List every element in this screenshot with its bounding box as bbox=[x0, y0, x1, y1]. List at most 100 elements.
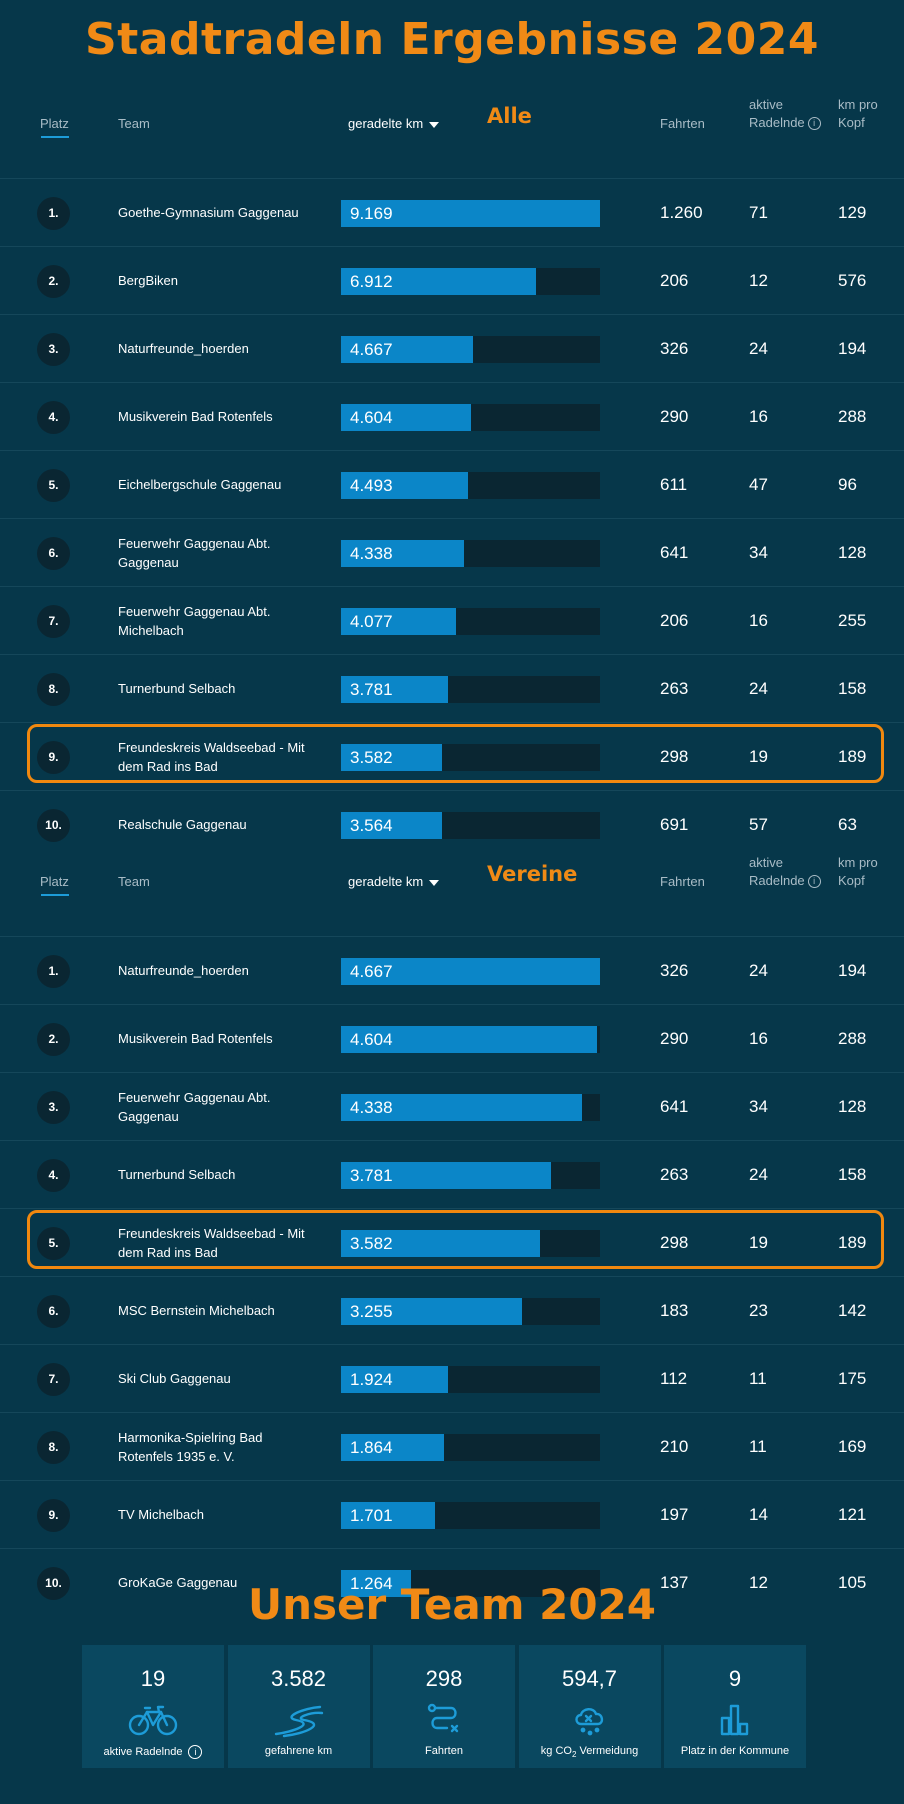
info-icon[interactable]: i bbox=[188, 1745, 203, 1759]
team-name: TV Michelbach bbox=[118, 1507, 204, 1522]
active-column-indicator bbox=[41, 894, 69, 896]
rank-badge: 7. bbox=[37, 605, 70, 638]
table-row[interactable]: 10. Realschule Gaggenau 3.564 691 57 63 bbox=[0, 790, 904, 858]
km-value: 3.582 bbox=[350, 748, 393, 767]
fahrten-value: 326 bbox=[660, 961, 689, 980]
column-team[interactable]: Team bbox=[118, 874, 150, 889]
stat-value: 19 bbox=[140, 1666, 166, 1691]
table-row[interactable]: 8. Turnerbund Selbach 3.781 263 24 158 bbox=[0, 654, 904, 722]
table-row[interactable]: 6. Feuerwehr Gaggenau Abt. Gaggenau 4.338 6… bbox=[0, 518, 904, 586]
table-row[interactable]: 6. MSC Bernstein Michelbach 3.255 183 23 142 bbox=[0, 1276, 904, 1344]
stat-card-aktive: 19 aktive Radelnde i bbox=[82, 1645, 224, 1768]
km-value: 4.667 bbox=[350, 962, 393, 981]
stat-card-km: 3.582 gefahrene km bbox=[227, 1645, 370, 1768]
rank-badge: 3. bbox=[37, 1091, 70, 1124]
column-fahrten[interactable]: Fahrten bbox=[660, 116, 705, 131]
team-name: Realschule Gaggenau bbox=[118, 817, 247, 832]
aktive-value: 24 bbox=[749, 961, 768, 980]
column-km-sort[interactable]: geradelte km bbox=[348, 116, 440, 131]
aktive-value: 16 bbox=[749, 611, 768, 630]
table-row-highlighted[interactable]: 5. Freundeskreis Waldseebad - Mit dem Rad… bbox=[0, 1208, 904, 1276]
km-bar bbox=[341, 336, 473, 363]
km-pro-kopf-value: 96 bbox=[838, 475, 857, 494]
column-platz[interactable]: Platz bbox=[40, 116, 69, 131]
table-row[interactable]: 1. Goethe-Gymnasium Gaggenau 9.169 1.260 71 1… bbox=[0, 178, 904, 246]
stat-value: 3.582 bbox=[270, 1666, 327, 1691]
km-bar bbox=[341, 1298, 522, 1325]
table-row[interactable]: 8. Harmonika-Spielring Bad Rotenfels 1935… bbox=[0, 1412, 904, 1480]
table-row-highlighted[interactable]: 9. Freundeskreis Waldseebad - Mit dem Rad… bbox=[0, 722, 904, 790]
km-bar-track: 3.582 bbox=[341, 1230, 600, 1257]
team-stats: 19 aktive Radelnde i 3.582 gefahrene km 2… bbox=[82, 1645, 806, 1768]
km-bar bbox=[341, 812, 442, 839]
rank-badge: 3. bbox=[37, 333, 70, 366]
team-name: Turnerbund Selbach bbox=[118, 681, 236, 696]
km-pro-kopf-value: 142 bbox=[838, 1301, 867, 1320]
km-bar-track: 3.255 bbox=[341, 1298, 600, 1325]
team-name: Musikverein Bad Rotenfels bbox=[118, 1031, 273, 1046]
column-platz[interactable]: Platz bbox=[40, 874, 69, 889]
table-row[interactable]: 3. Naturfreunde_hoerden 4.667 326 24 194 bbox=[0, 314, 904, 382]
table-row[interactable]: 2. Musikverein Bad Rotenfels 4.604 290 16 288 bbox=[0, 1004, 904, 1072]
rank-badge: 6. bbox=[37, 537, 70, 570]
ranking-table-all: Platz Team geradelte km Alle Fahrten akt… bbox=[0, 96, 904, 842]
km-bar bbox=[341, 1434, 445, 1461]
column-team[interactable]: Team bbox=[118, 116, 150, 131]
aktive-value: 34 bbox=[749, 543, 768, 562]
km-bar bbox=[341, 744, 443, 771]
km-bar-track: 4.667 bbox=[341, 958, 600, 985]
info-icon[interactable]: i bbox=[807, 875, 821, 889]
km-value: 3.781 bbox=[350, 680, 393, 699]
km-bar bbox=[341, 608, 457, 635]
table-row[interactable]: 3. Feuerwehr Gaggenau Abt. Gaggenau 4.338 6… bbox=[0, 1072, 904, 1140]
team-name: GroKaGe Gaggenau bbox=[118, 1575, 238, 1590]
rank-badge: 8. bbox=[37, 673, 70, 706]
table-row[interactable]: 1. Naturfreunde_hoerden 4.667 326 24 194 bbox=[0, 936, 904, 1004]
column-km-sort[interactable]: geradelte km bbox=[348, 874, 440, 889]
rank-badge: 4. bbox=[37, 1159, 70, 1192]
table-row[interactable]: 4. Turnerbund Selbach 3.781 263 24 158 bbox=[0, 1140, 904, 1208]
stat-card-co2: 594,7 kg CO2 Vermeidung bbox=[518, 1645, 661, 1768]
stat-label: Platz in der Kommune bbox=[680, 1745, 790, 1757]
fahrten-value: 210 bbox=[660, 1437, 689, 1456]
km-value: 6.912 bbox=[350, 272, 393, 291]
aktive-value: 11 bbox=[749, 1437, 767, 1456]
column-aktive[interactable]: aktive Radelnde i bbox=[749, 96, 829, 132]
km-pro-kopf-value: 576 bbox=[838, 271, 867, 290]
column-km-pro-kopf[interactable]: km pro Kopf bbox=[838, 97, 878, 130]
km-bar-track: 3.582 bbox=[341, 744, 600, 771]
table-row[interactable]: 10. GroKaGe Gaggenau 1.264 137 12 105 bbox=[0, 1548, 904, 1616]
km-value: 4.338 bbox=[350, 544, 393, 563]
column-fahrten[interactable]: Fahrten bbox=[660, 874, 705, 889]
table-row[interactable]: 2. BergBiken 6.912 206 12 576 bbox=[0, 246, 904, 314]
km-bar-track: 6.912 bbox=[341, 268, 600, 295]
route-icon bbox=[427, 1703, 459, 1733]
team-name: Naturfreunde_hoerden bbox=[118, 341, 249, 356]
table-row[interactable]: 9. TV Michelbach 1.701 197 14 121 bbox=[0, 1480, 904, 1548]
fahrten-value: 290 bbox=[660, 407, 689, 426]
km-bar-track: 3.564 bbox=[341, 812, 600, 839]
stat-card-platz: 9 Platz in der Kommune bbox=[664, 1645, 806, 1768]
table-label: Alle bbox=[487, 104, 532, 128]
table-row[interactable]: 7. Feuerwehr Gaggenau Abt. Michelbach 4.07… bbox=[0, 586, 904, 654]
stat-label: Fahrten bbox=[425, 1745, 463, 1757]
info-icon[interactable]: i bbox=[807, 117, 821, 131]
table-row[interactable]: 7. Ski Club Gaggenau 1.924 112 11 175 bbox=[0, 1344, 904, 1412]
km-bar bbox=[341, 472, 468, 499]
km-pro-kopf-value: 189 bbox=[838, 747, 867, 766]
road-icon bbox=[274, 1705, 323, 1738]
rank-badge: 2. bbox=[37, 1023, 70, 1056]
km-bar bbox=[341, 1094, 582, 1121]
km-value: 4.338 bbox=[350, 1098, 393, 1117]
team-name: Freundeskreis Waldseebad - Mit dem Rad i… bbox=[118, 1225, 305, 1260]
rank-badge: 10. bbox=[37, 1567, 70, 1600]
co2-cloud-icon bbox=[574, 1708, 603, 1736]
table-row[interactable]: 4. Musikverein Bad Rotenfels 4.604 290 16 288 bbox=[0, 382, 904, 450]
km-bar-track: 1.701 bbox=[341, 1502, 600, 1529]
aktive-value: 24 bbox=[749, 1165, 768, 1184]
table-row[interactable]: 5. Eichelbergschule Gaggenau 4.493 611 47 96 bbox=[0, 450, 904, 518]
column-aktive[interactable]: aktive Radelnde i bbox=[749, 854, 829, 890]
column-km-pro-kopf[interactable]: km pro Kopf bbox=[838, 855, 878, 888]
aktive-value: 24 bbox=[749, 339, 768, 358]
rank-badge: 6. bbox=[37, 1295, 70, 1328]
